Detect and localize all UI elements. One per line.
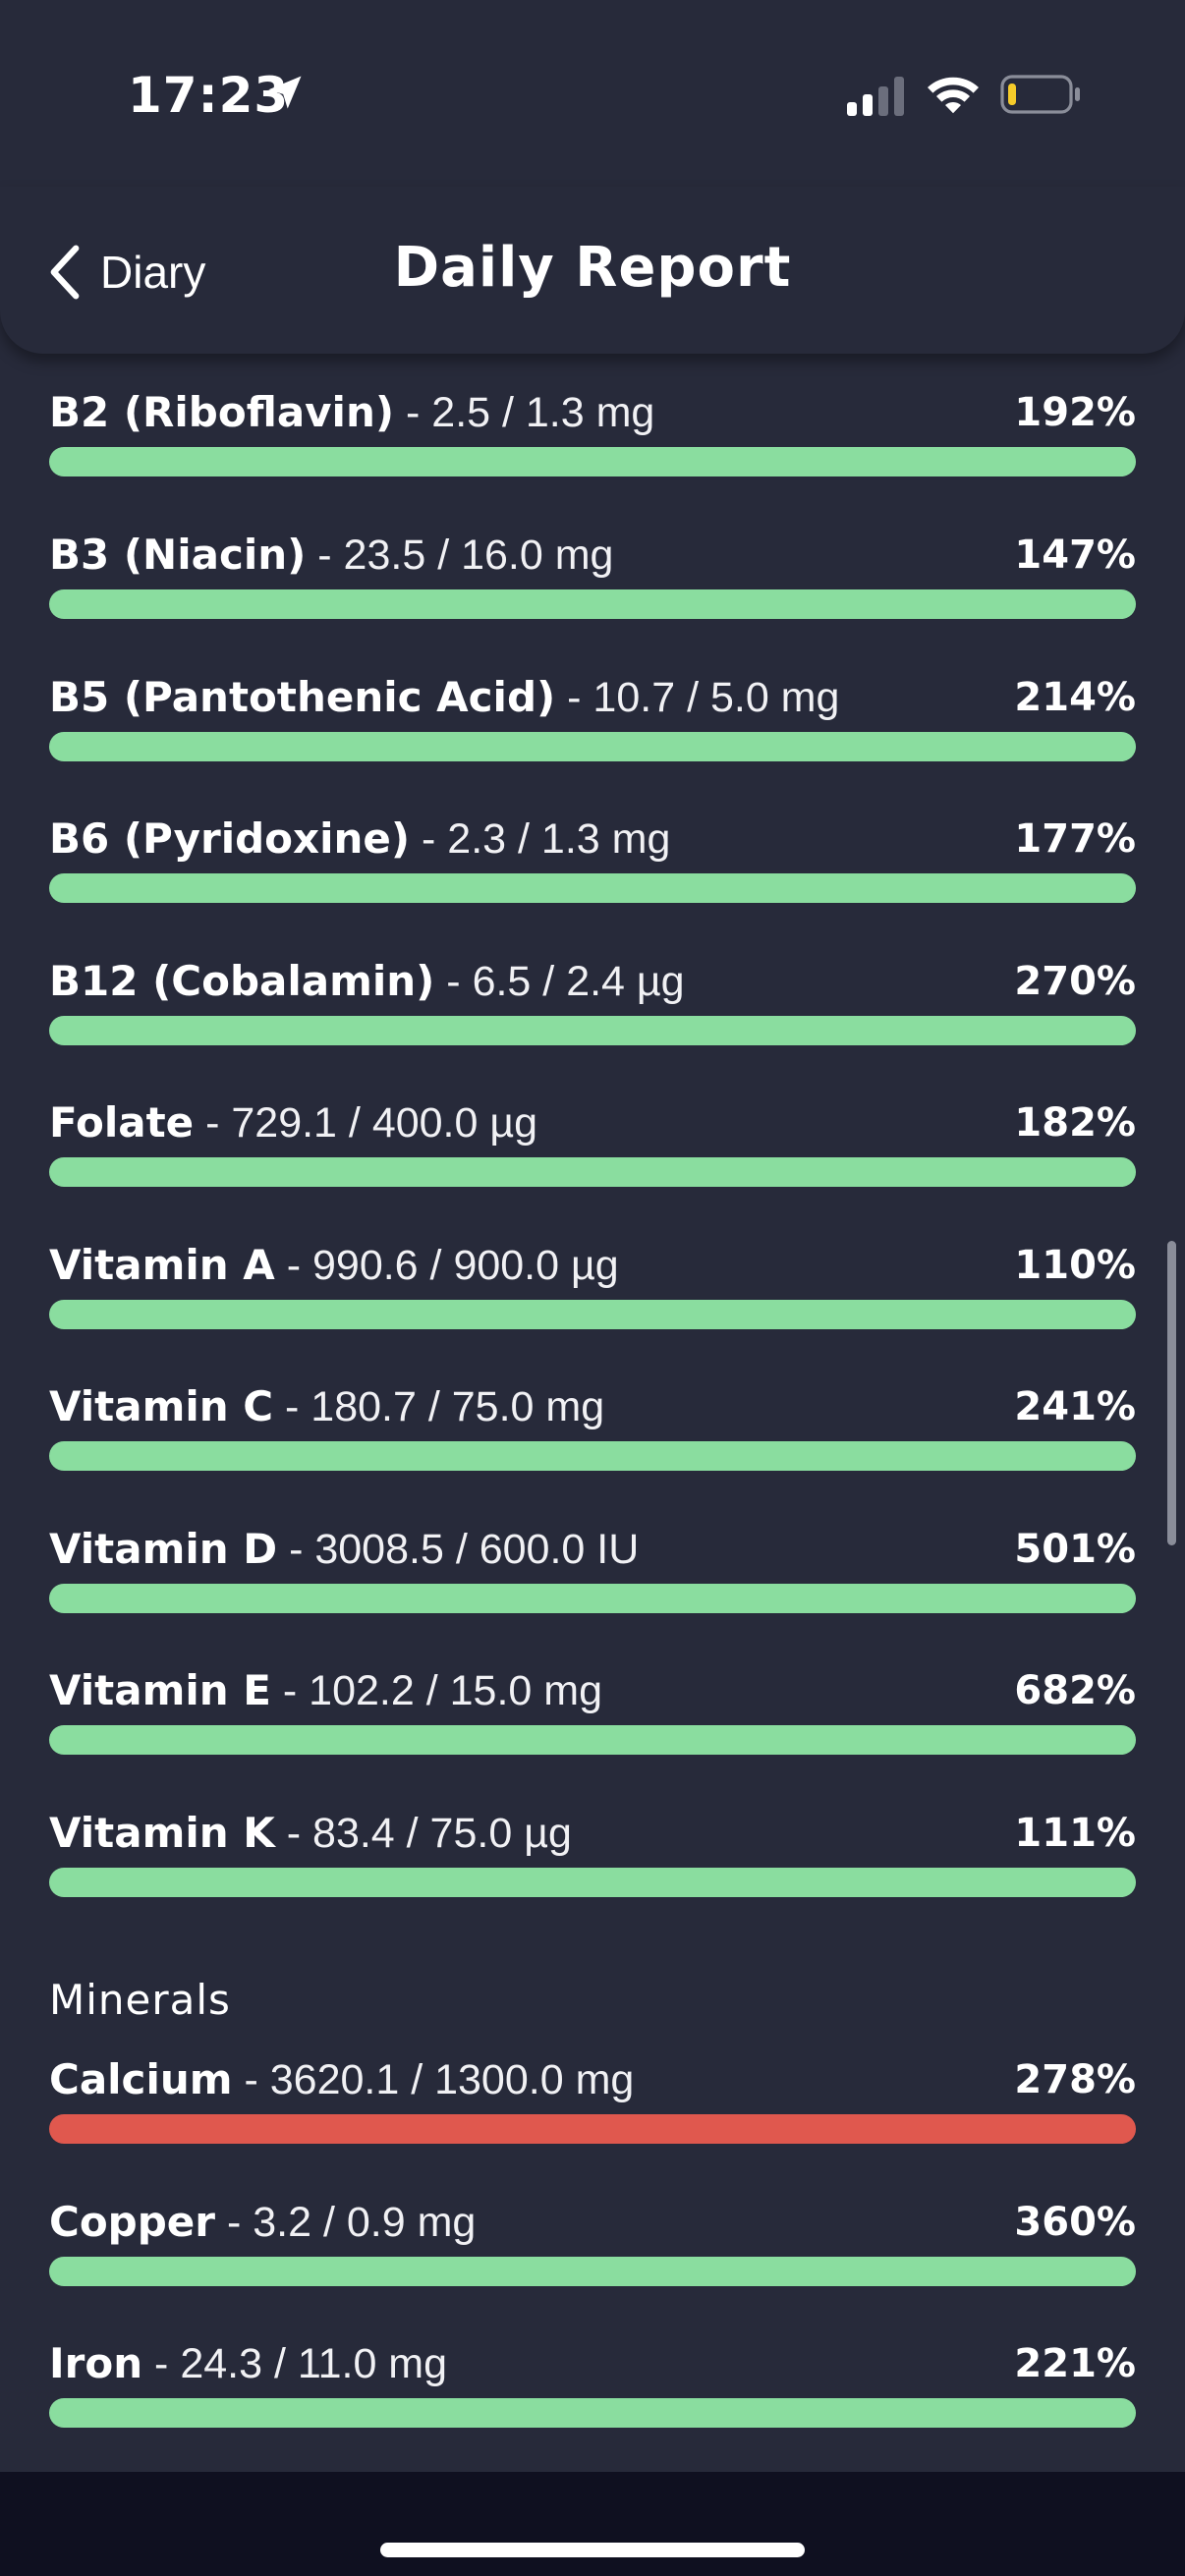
nutrient-label: Vitamin E - 102.2 / 15.0 mg	[49, 1663, 602, 1718]
nutrient-amount: - 3008.5 / 600.0 IU	[277, 1526, 640, 1573]
nutrient-row: B6 (Pyridoxine) - 2.3 / 1.3 mg 177%	[49, 780, 1136, 903]
nutrient-amount: - 83.4 / 75.0 µg	[274, 1810, 572, 1857]
nutrient-amount: - 23.5 / 16.0 mg	[306, 532, 614, 579]
nutrient-row: B12 (Cobalamin) - 6.5 / 2.4 µg 270%	[49, 923, 1136, 1045]
nutrient-amount: - 6.5 / 2.4 µg	[434, 958, 685, 1005]
nutrient-row: B3 (Niacin) - 23.5 / 16.0 mg 147%	[49, 496, 1136, 619]
nutrient-percent: 177%	[1014, 816, 1136, 862]
wifi-icon	[928, 77, 979, 114]
nutrient-label: B3 (Niacin) - 23.5 / 16.0 mg	[49, 528, 613, 583]
nutrient-row: Vitamin C - 180.7 / 75.0 mg 241%	[49, 1348, 1136, 1471]
nutrient-row: B2 (Riboflavin) - 2.5 / 1.3 mg 192%	[49, 354, 1136, 476]
nutrient-percent: 221%	[1014, 2341, 1136, 2386]
nutrient-percent: 360%	[1014, 2200, 1136, 2245]
progress-bar-over-limit	[49, 2114, 1136, 2144]
nutrient-amount: - 102.2 / 15.0 mg	[270, 1667, 602, 1714]
nutrient-name: B5 (Pantothenic Acid)	[49, 673, 556, 721]
nutrient-percent: 192%	[1014, 390, 1136, 435]
nutrient-name: Calcium	[49, 2055, 233, 2103]
nutrient-label: Folate - 729.1 / 400.0 µg	[49, 1095, 537, 1150]
nutrient-label: B6 (Pyridoxine) - 2.3 / 1.3 mg	[49, 812, 670, 867]
nutrient-label: B2 (Riboflavin) - 2.5 / 1.3 mg	[49, 385, 654, 440]
nutrient-amount: - 3620.1 / 1300.0 mg	[232, 2056, 635, 2103]
nutrient-name: Vitamin E	[49, 1666, 271, 1714]
nutrient-name: Vitamin K	[49, 1809, 275, 1857]
progress-bar	[49, 1157, 1136, 1187]
progress-bar	[49, 447, 1136, 476]
nutrient-label: Vitamin A - 990.6 / 900.0 µg	[49, 1238, 619, 1293]
nutrient-name: Folate	[49, 1098, 195, 1147]
progress-bar	[49, 1868, 1136, 1897]
cellular-signal-icon	[847, 77, 904, 116]
nutrient-percent: 214%	[1014, 675, 1136, 720]
status-time: 17:23	[128, 67, 290, 124]
page-title: Daily Report	[393, 236, 792, 300]
nutrient-row: Vitamin A - 990.6 / 900.0 µg 110%	[49, 1206, 1136, 1329]
progress-bar	[49, 732, 1136, 761]
nutrient-row: Copper - 3.2 / 0.9 mg 360%	[49, 2163, 1136, 2286]
nutrient-row: Calcium - 3620.1 / 1300.0 mg 278%	[49, 2021, 1136, 2144]
status-bar: 17:23	[0, 0, 1185, 187]
back-button[interactable]: Diary	[47, 238, 205, 307]
nutrient-label: Vitamin K - 83.4 / 75.0 µg	[49, 1806, 572, 1861]
nutrient-percent: 241%	[1014, 1384, 1136, 1429]
nutrient-amount: - 24.3 / 11.0 mg	[142, 2340, 448, 2387]
home-indicator[interactable]	[380, 2543, 805, 2557]
nutrient-row: B5 (Pantothenic Acid) - 10.7 / 5.0 mg 21…	[49, 639, 1136, 761]
nutrient-amount: - 3.2 / 0.9 mg	[215, 2199, 477, 2246]
chevron-left-icon	[50, 245, 80, 300]
nutrient-percent: 270%	[1014, 959, 1136, 1004]
location-arrow-icon	[268, 76, 302, 109]
nutrient-row: Vitamin K - 83.4 / 75.0 µg 111%	[49, 1774, 1136, 1897]
progress-bar	[49, 1584, 1136, 1613]
nutrient-name: Iron	[49, 2339, 143, 2387]
progress-bar	[49, 1016, 1136, 1045]
nutrient-percent: 278%	[1014, 2057, 1136, 2102]
progress-bar	[49, 2398, 1136, 2428]
section-title-minerals: Minerals	[49, 1976, 231, 2024]
back-label: Diary	[100, 247, 206, 298]
nutrient-row: Vitamin D - 3008.5 / 600.0 IU 501%	[49, 1490, 1136, 1613]
progress-bar	[49, 1725, 1136, 1755]
nutrient-name: B12 (Cobalamin)	[49, 957, 435, 1005]
nutrient-percent: 110%	[1014, 1243, 1136, 1288]
nutrient-percent: 147%	[1014, 532, 1136, 578]
nutrient-row: Folate - 729.1 / 400.0 µg 182%	[49, 1064, 1136, 1187]
scrollbar[interactable]	[1167, 1241, 1176, 1545]
progress-bar	[49, 589, 1136, 619]
nav-header: Diary Daily Report	[0, 187, 1185, 354]
nutrient-label: B5 (Pantothenic Acid) - 10.7 / 5.0 mg	[49, 670, 839, 725]
nutrient-amount: - 2.5 / 1.3 mg	[394, 389, 655, 436]
nutrient-percent: 182%	[1014, 1100, 1136, 1146]
nutrient-amount: - 180.7 / 75.0 mg	[273, 1383, 605, 1430]
nutrient-percent: 111%	[1014, 1811, 1136, 1856]
nutrient-row: Vitamin E - 102.2 / 15.0 mg 682%	[49, 1632, 1136, 1755]
nutrient-percent: 501%	[1014, 1527, 1136, 1572]
nutrient-name: Vitamin C	[49, 1382, 274, 1430]
battery-low-icon	[1000, 75, 1080, 114]
nutrient-percent: 682%	[1014, 1668, 1136, 1713]
nutrient-amount: - 729.1 / 400.0 µg	[194, 1099, 538, 1147]
nutrient-name: B6 (Pyridoxine)	[49, 814, 411, 863]
progress-bar	[49, 1441, 1136, 1471]
nutrient-amount: - 2.3 / 1.3 mg	[410, 815, 671, 863]
progress-bar	[49, 1300, 1136, 1329]
nutrient-name: Vitamin D	[49, 1525, 278, 1573]
nutrient-label: Vitamin D - 3008.5 / 600.0 IU	[49, 1522, 639, 1577]
nutrient-name: B3 (Niacin)	[49, 531, 307, 579]
bottom-safe-area	[0, 2472, 1185, 2576]
nutrient-label: Vitamin C - 180.7 / 75.0 mg	[49, 1379, 604, 1434]
nutrient-label: Copper - 3.2 / 0.9 mg	[49, 2195, 476, 2250]
nutrient-label: B12 (Cobalamin) - 6.5 / 2.4 µg	[49, 954, 685, 1009]
nutrient-amount: - 990.6 / 900.0 µg	[274, 1242, 619, 1289]
nutrient-name: B2 (Riboflavin)	[49, 388, 395, 436]
nutrient-label: Iron - 24.3 / 11.0 mg	[49, 2336, 447, 2391]
nutrient-name: Vitamin A	[49, 1241, 275, 1289]
progress-bar	[49, 2257, 1136, 2286]
nutrient-row: Iron - 24.3 / 11.0 mg 221%	[49, 2305, 1136, 2428]
nutrient-amount: - 10.7 / 5.0 mg	[555, 674, 840, 721]
progress-bar	[49, 873, 1136, 903]
nutrient-name: Copper	[49, 2198, 216, 2246]
nutrient-label: Calcium - 3620.1 / 1300.0 mg	[49, 2052, 634, 2107]
